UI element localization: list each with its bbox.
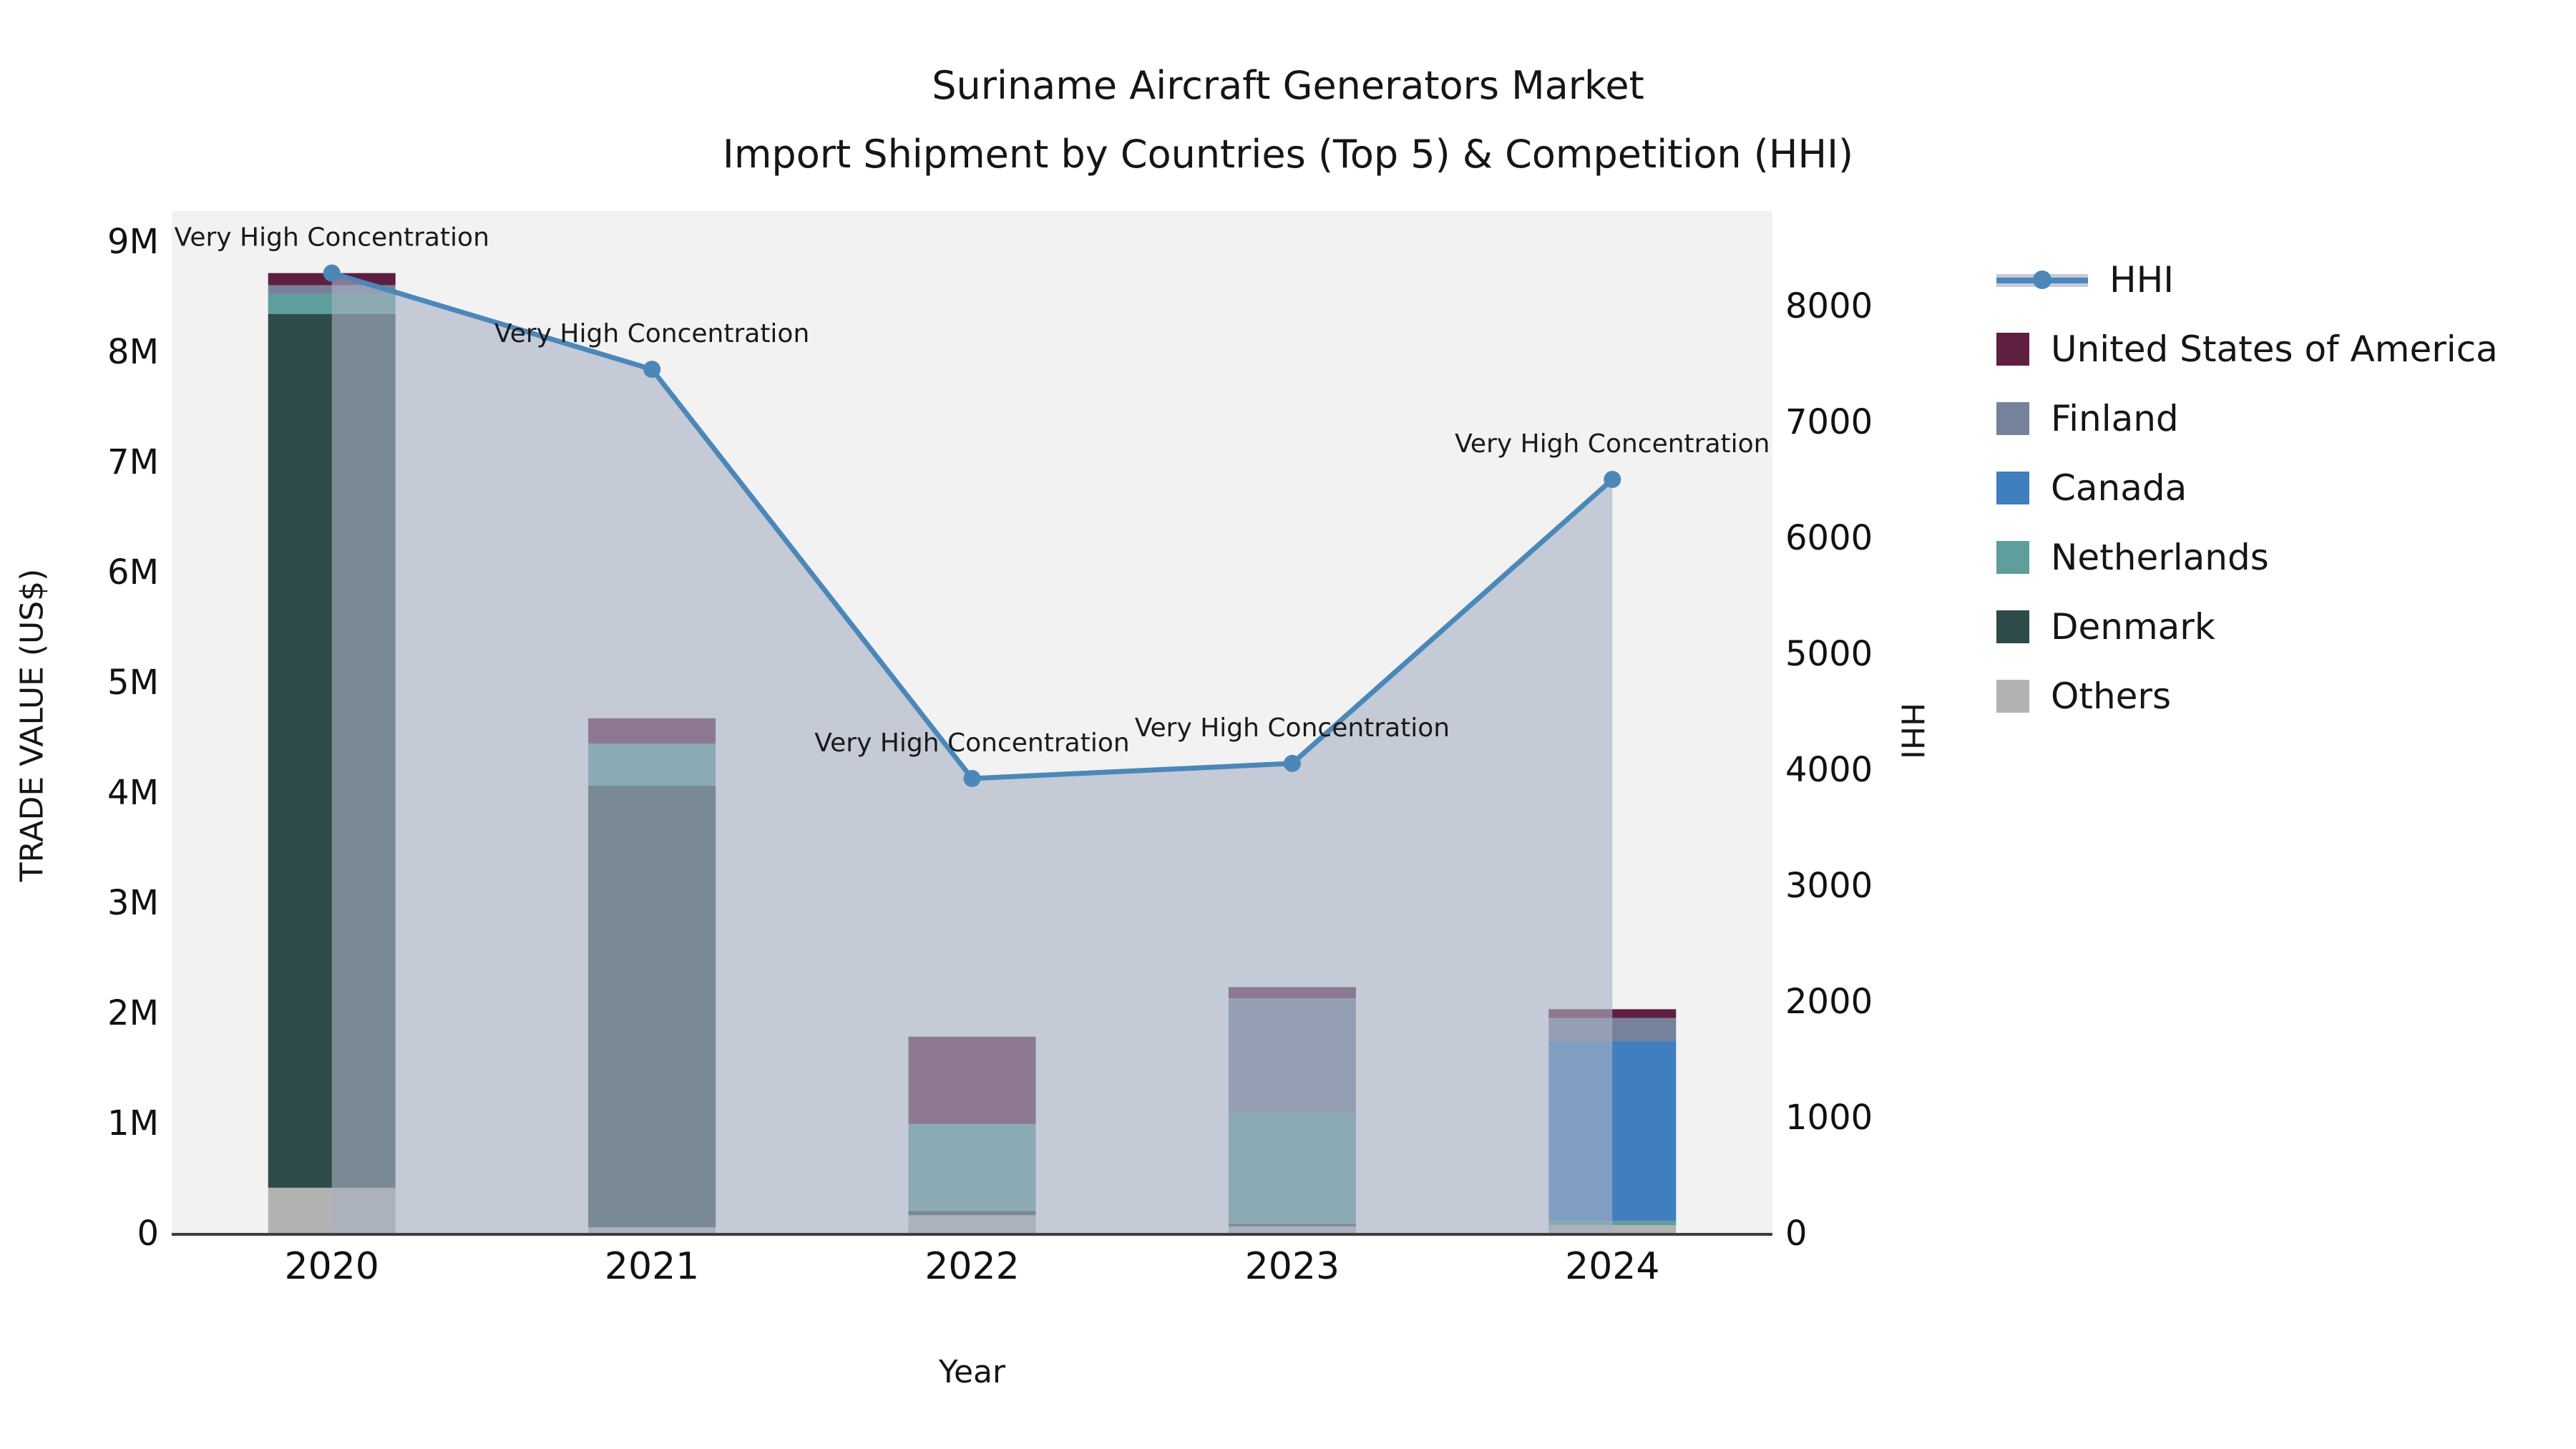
y-left-tick-label: 2M — [107, 993, 159, 1033]
legend-item-others: Others — [1996, 661, 2498, 731]
y-right-tick-label: 8000 — [1785, 286, 1873, 326]
x-tick-label-2021: 2021 — [605, 1245, 699, 1288]
legend-swatch — [1996, 610, 2029, 643]
x-axis-title: Year — [938, 1354, 1006, 1390]
y-left-tick-label: 4M — [107, 773, 159, 813]
hhi-point-2021 — [643, 361, 661, 379]
legend-item-canada: Canada — [1996, 453, 2498, 522]
legend-label: HHI — [2109, 258, 2174, 301]
legend-item-netherlands: Netherlands — [1996, 522, 2498, 592]
legend-item-denmark: Denmark — [1996, 592, 2498, 661]
legend-label: Denmark — [2051, 605, 2215, 648]
y-right-tick-label: 0 — [1785, 1214, 1807, 1254]
x-tick-label-2020: 2020 — [285, 1245, 379, 1288]
legend: HHI United States of America Finland Canada… — [1996, 245, 2498, 731]
annotation-2020: Very High Concentration — [175, 223, 489, 253]
y-right-tick-label: 1000 — [1785, 1098, 1873, 1138]
y-right-tick-label: 2000 — [1785, 982, 1873, 1022]
annotation-2021: Very High Concentration — [494, 319, 809, 348]
chart-title-line2: Import Shipment by Countries (Top 5) & C… — [722, 132, 1854, 177]
legend-label: Others — [2051, 675, 2172, 717]
hhi-point-2023 — [1283, 754, 1301, 772]
y-left-tick-label: 0 — [137, 1214, 159, 1254]
y-left-tick-label: 1M — [107, 1103, 159, 1143]
legend-swatch — [1996, 401, 2029, 435]
legend-label: Canada — [2051, 467, 2187, 509]
y-left-tick-label: 7M — [107, 442, 159, 482]
legend-label: Netherlands — [2051, 536, 2269, 578]
y-left-tick-label: 9M — [107, 222, 159, 262]
hhi-point-2020 — [323, 264, 341, 282]
legend-hhi-line-sample — [1996, 269, 2088, 291]
y-right-tick-label: 6000 — [1785, 518, 1873, 558]
legend-item-united-states-of-america: United States of America — [1996, 314, 2498, 384]
legend-label: United States of America — [2051, 328, 2498, 370]
hhi-point-2024 — [1604, 471, 1621, 488]
y-left-tick-label: 3M — [107, 883, 159, 923]
legend-label: Finland — [2051, 397, 2179, 439]
annotation-2023: Very High Concentration — [1135, 713, 1450, 743]
y-left-tick-label: 5M — [107, 663, 159, 703]
legend-swatch — [1996, 332, 2029, 366]
legend-swatch — [1996, 540, 2029, 574]
hhi-area-fill — [331, 273, 1613, 1233]
annotation-2022: Very High Concentration — [814, 728, 1129, 758]
y-right-tick-label: 3000 — [1785, 866, 1873, 906]
legend-swatch — [1996, 679, 2029, 713]
hhi-point-2022 — [963, 769, 981, 787]
annotation-2024: Very High Concentration — [1455, 429, 1770, 459]
y-right-tick-label: 7000 — [1785, 402, 1873, 442]
y-left-tick-label: 8M — [107, 332, 159, 372]
y-right-tick-label: 5000 — [1785, 634, 1873, 674]
y-right-tick-label: 4000 — [1785, 750, 1873, 790]
chart-title: Suriname Aircraft Generators Market Impo… — [0, 52, 2576, 189]
legend-item-finland: Finland — [1996, 384, 2498, 453]
legend-swatch — [1996, 471, 2029, 504]
x-tick-label-2024: 2024 — [1565, 1245, 1659, 1288]
y-left-tick-label: 6M — [107, 552, 159, 592]
legend-item-hhi: HHI — [1996, 245, 2498, 314]
x-tick-label-2023: 2023 — [1245, 1245, 1340, 1288]
x-tick-label-2022: 2022 — [924, 1245, 1019, 1288]
chart-title-line1: Suriname Aircraft Generators Market — [932, 63, 1644, 108]
